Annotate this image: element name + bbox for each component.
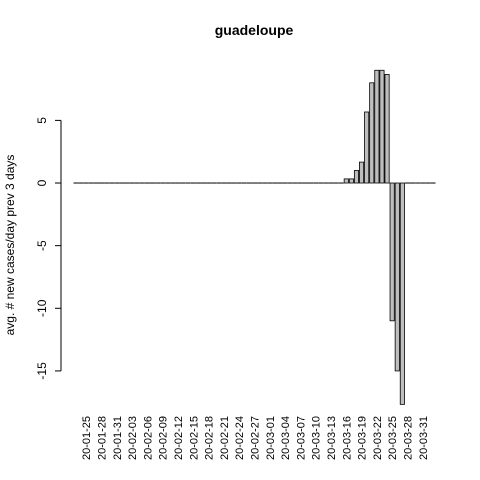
x-tick-label: 20-02-21 xyxy=(219,416,231,460)
x-tick-label: 20-01-28 xyxy=(97,416,109,460)
y-tick-label: 5 xyxy=(35,117,49,124)
x-tick-label: 20-02-27 xyxy=(250,416,262,460)
x-tick-label: 20-02-18 xyxy=(204,416,216,460)
bar xyxy=(348,178,354,184)
x-tick-label: 20-03-19 xyxy=(357,416,369,460)
bar xyxy=(343,178,349,184)
y-tick-label: -10 xyxy=(35,299,49,317)
bar xyxy=(384,74,390,184)
x-tick-label: 20-01-25 xyxy=(81,416,93,460)
bar xyxy=(374,69,380,184)
bars xyxy=(73,69,436,405)
x-tick-label: 20-03-25 xyxy=(387,416,399,460)
bar xyxy=(353,170,359,184)
y-tick-label: -5 xyxy=(35,240,49,251)
bar xyxy=(359,161,365,184)
x-tick-label: 20-02-03 xyxy=(127,416,139,460)
bar xyxy=(379,69,385,184)
x-tick-label: 20-02-12 xyxy=(173,416,185,460)
y-axis-label: avg. # new cases/day prev 3 days xyxy=(3,155,17,336)
x-tick-label: 20-03-16 xyxy=(341,416,353,460)
x-tick-label: 20-03-13 xyxy=(326,416,338,460)
x-tick-label: 20-03-10 xyxy=(311,416,323,460)
x-tick-label: 20-02-09 xyxy=(158,416,170,460)
x-tick-label: 20-03-04 xyxy=(280,416,292,460)
x-tick-label: 20-03-28 xyxy=(402,416,414,460)
x-tick-label: 20-03-01 xyxy=(265,416,277,460)
x-tick-label: 20-03-31 xyxy=(418,416,430,460)
bar xyxy=(399,182,405,405)
x-tick-label: 20-02-06 xyxy=(142,416,154,460)
bar xyxy=(394,182,400,372)
bar xyxy=(369,82,375,184)
x-tick-label: 20-03-22 xyxy=(372,416,384,460)
y-tick-label: -15 xyxy=(35,362,49,380)
x-axis: 20-01-25 20-01-28 20-01-31 20-02-03 20-02-06… xyxy=(81,416,430,460)
x-tick-label: 20-03-07 xyxy=(295,416,307,460)
chart-title: guadeloupe xyxy=(215,22,294,38)
bar xyxy=(364,111,370,184)
bar xyxy=(389,182,395,322)
x-tick-label: 20-01-31 xyxy=(112,416,124,460)
y-axis: -15 -10 -5 0 5 xyxy=(35,117,62,380)
x-tick-label: 20-02-24 xyxy=(234,416,246,460)
x-tick-label: 20-02-15 xyxy=(188,416,200,460)
y-tick-label: 0 xyxy=(35,179,49,186)
